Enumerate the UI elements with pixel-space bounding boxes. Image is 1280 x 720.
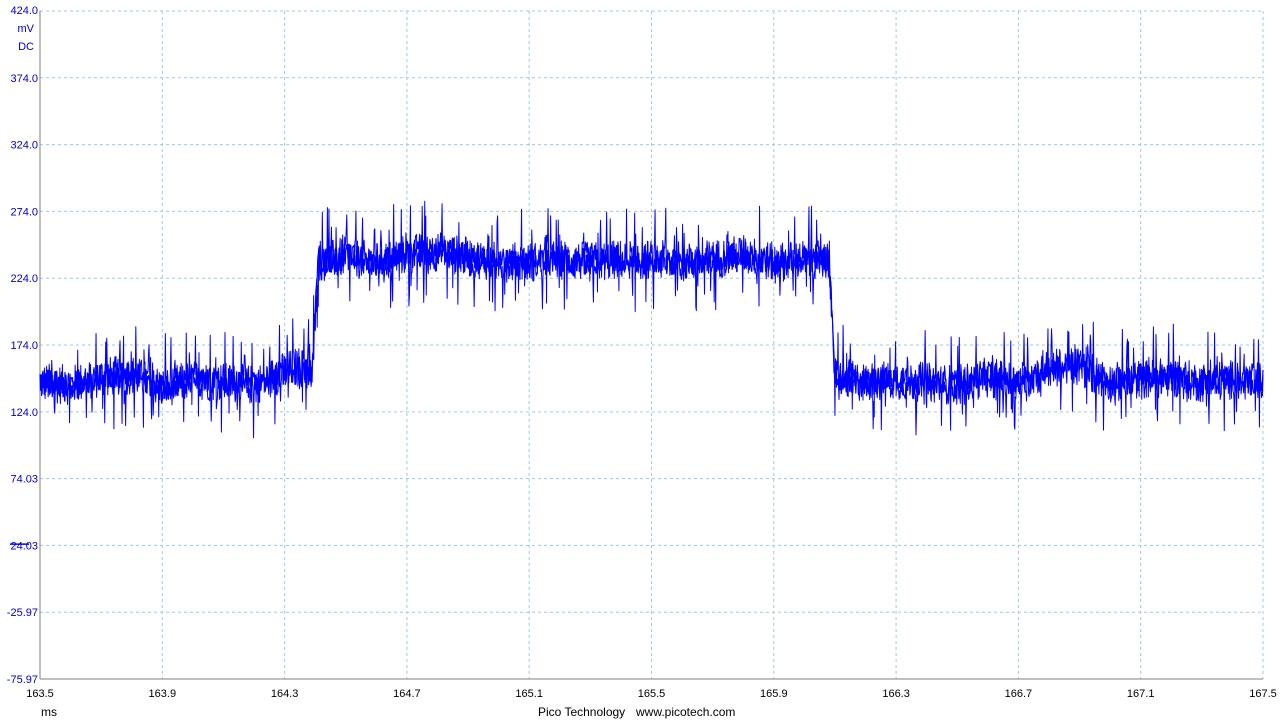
- y-tick-label: 274.0: [10, 206, 38, 218]
- y-tick-label: 124.0: [10, 407, 38, 419]
- y-tick-label: 324.0: [10, 140, 38, 152]
- y-axis-unit-label: mV: [18, 23, 35, 35]
- x-tick-label: 167.1: [1127, 688, 1155, 700]
- waveform-trace-channel-a: [39, 200, 1264, 439]
- plot-frame: [39, 11, 1263, 680]
- y-axis-tick-labels: 424.0 374.0 324.0 274.0 224.0 174.0 124.0 74.03…: [7, 5, 38, 686]
- y-tick-label: -75.97: [7, 674, 38, 686]
- footer-brand: Pico Technology: [538, 705, 625, 719]
- x-tick-label: 165.5: [638, 688, 666, 700]
- coupling-label: DC: [18, 41, 34, 53]
- footer-url: www.picotech.com: [635, 705, 735, 719]
- y-tick-label: 374.0: [10, 73, 38, 85]
- x-tick-label: 163.9: [149, 688, 177, 700]
- x-tick-label: 166.3: [882, 688, 910, 700]
- y-tick-label: 224.0: [10, 273, 38, 285]
- y-tick-label: 24.03: [10, 540, 38, 552]
- x-tick-label: 165.9: [760, 688, 788, 700]
- x-tick-label: 164.7: [393, 688, 421, 700]
- y-tick-label: 424.0: [10, 5, 38, 17]
- grid-lines: [39, 10, 1264, 680]
- waveform-line-core: [39, 238, 1264, 402]
- x-axis-unit-label: ms: [41, 705, 57, 719]
- x-tick-label: 163.5: [26, 688, 54, 700]
- x-tick-label: 167.5: [1249, 688, 1277, 700]
- x-tick-label: 164.3: [271, 688, 299, 700]
- x-axis-tick-labels: 163.5 163.9 164.3 164.7 165.1 165.5 165.9 166.3…: [26, 688, 1277, 700]
- y-tick-label: 74.03: [10, 474, 38, 486]
- x-tick-label: 165.1: [515, 688, 543, 700]
- y-tick-label: 174.0: [10, 340, 38, 352]
- x-tick-label: 166.7: [1005, 688, 1033, 700]
- y-tick-label: -25.97: [7, 607, 38, 619]
